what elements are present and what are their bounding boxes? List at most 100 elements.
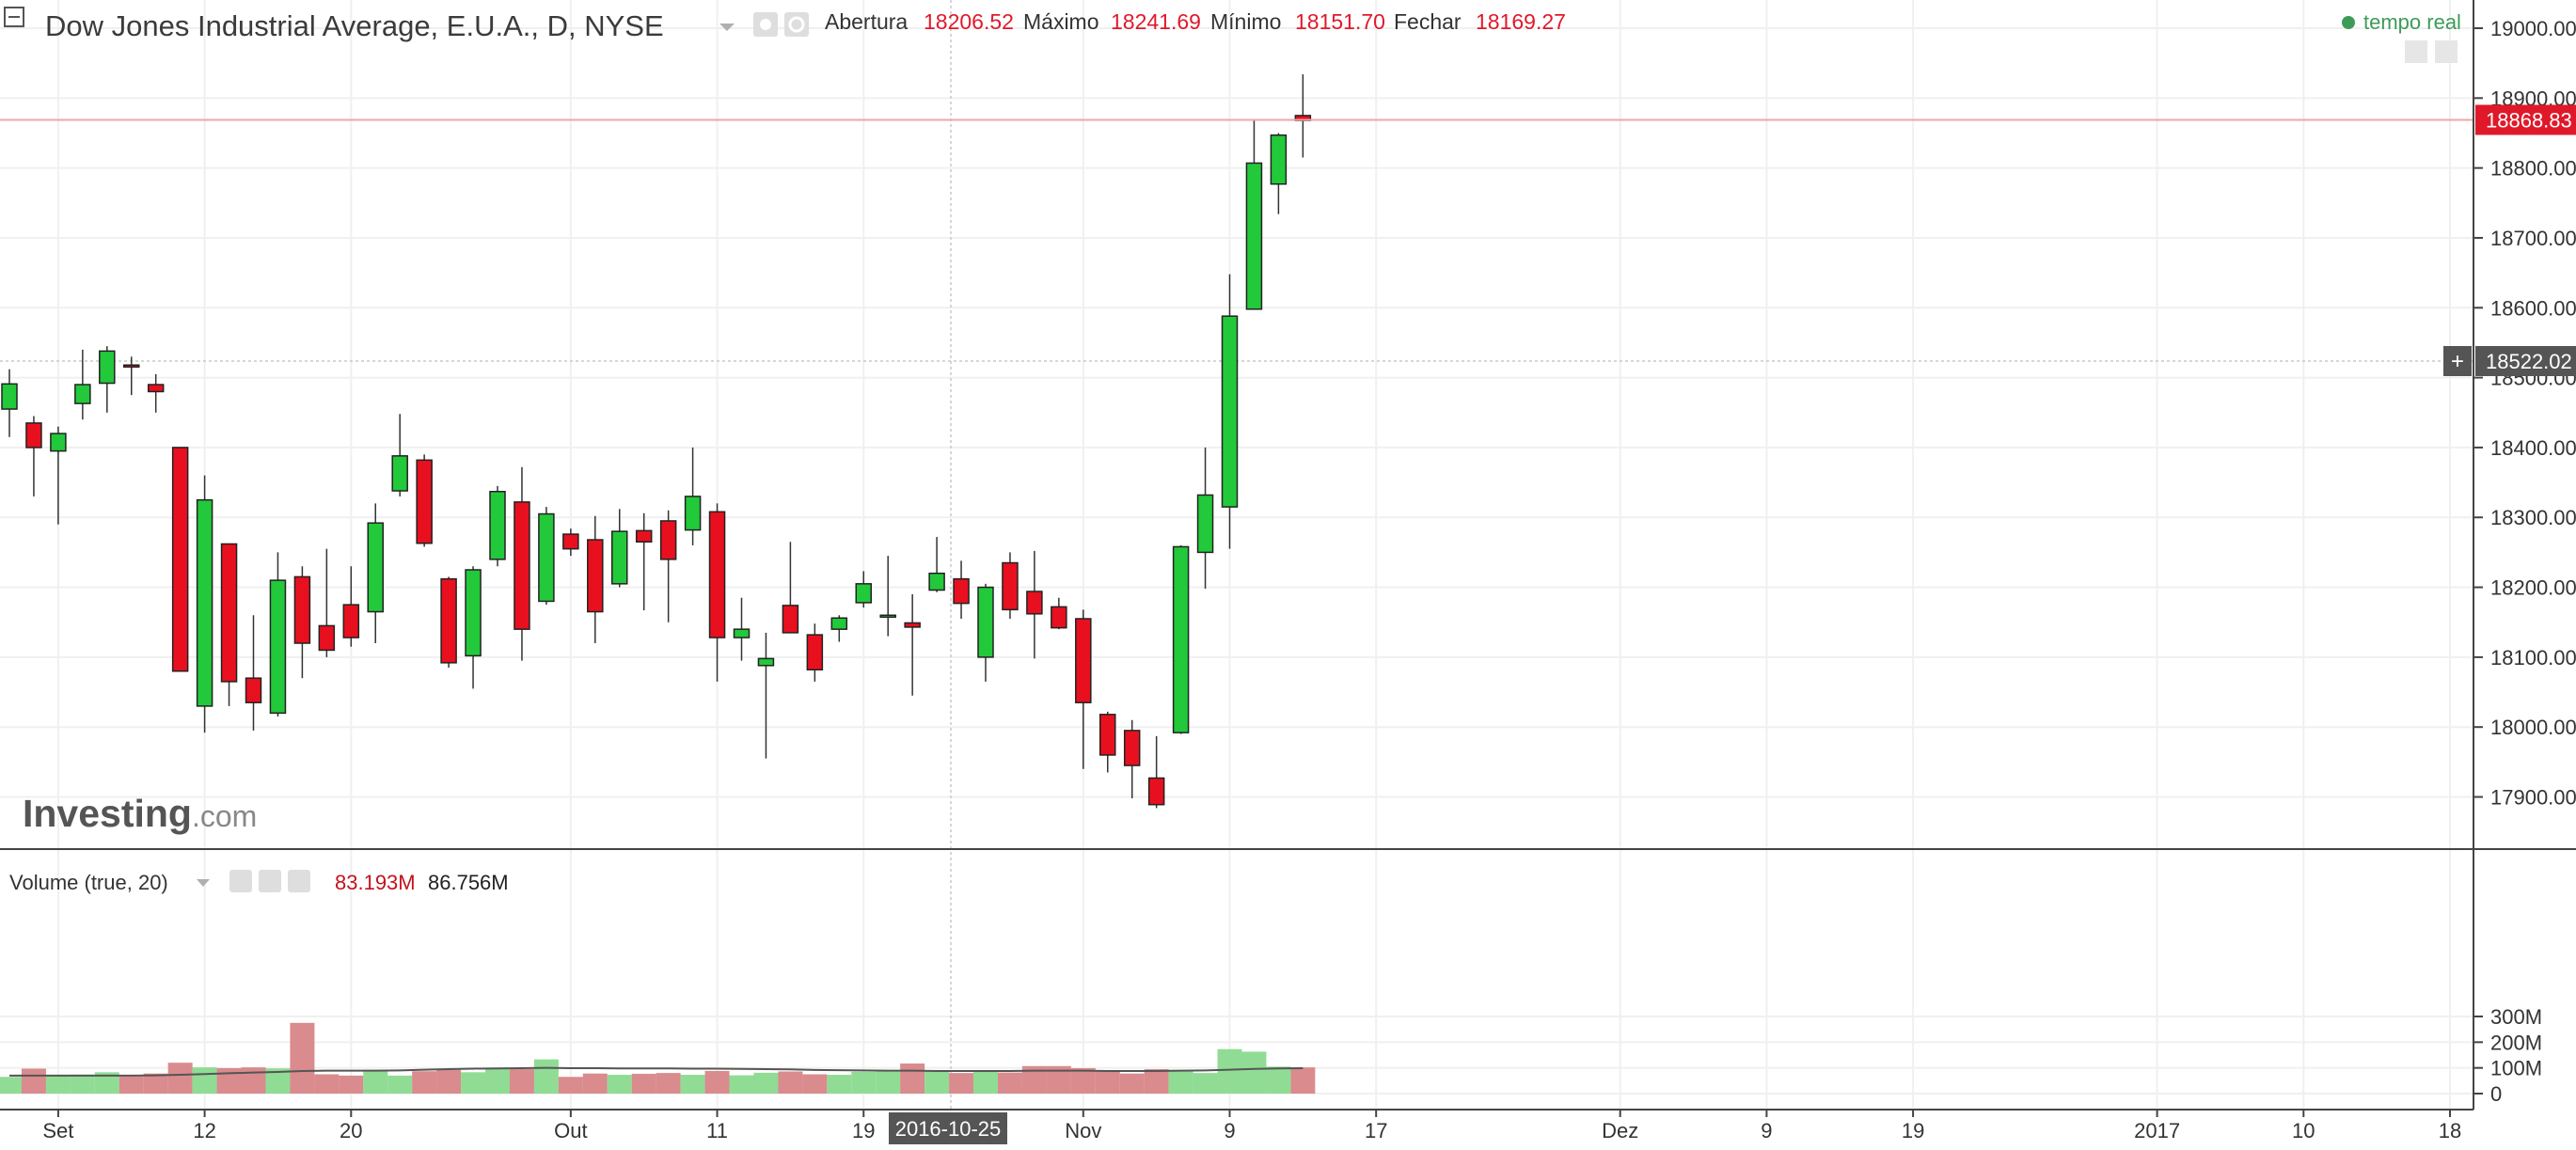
candle-body — [659, 520, 677, 560]
volume-bar — [167, 1063, 193, 1094]
volume-bar — [363, 1069, 388, 1094]
candle-body — [928, 572, 945, 591]
crosshair-price-label: 18522.02 — [2486, 350, 2572, 373]
crosshair-price-marker — [2475, 346, 2576, 376]
volume-bar — [1119, 1073, 1145, 1094]
close-icon[interactable] — [288, 870, 310, 892]
candle-body — [757, 657, 775, 667]
candle-body — [318, 624, 336, 652]
volume-bar — [876, 1070, 901, 1094]
candle — [1099, 711, 1116, 773]
volume-bar — [582, 1073, 608, 1094]
volume-bar — [729, 1075, 754, 1094]
candle-body — [1002, 561, 1019, 611]
volume-bar — [70, 1074, 95, 1094]
candle — [904, 593, 921, 696]
volume-bars — [0, 1022, 1316, 1094]
candle — [1026, 550, 1043, 659]
candle — [25, 416, 42, 496]
candle-body — [25, 422, 42, 449]
chevron-down-icon[interactable] — [197, 879, 210, 887]
candle-body — [74, 384, 91, 404]
volume-bar — [1241, 1051, 1267, 1094]
volume-bar — [314, 1074, 340, 1094]
candle-body — [782, 605, 799, 634]
candle — [708, 503, 726, 682]
collapse-icon[interactable] — [4, 7, 24, 27]
volume-bar — [339, 1075, 364, 1094]
candle-body — [1245, 162, 1263, 310]
gear-icon[interactable] — [784, 12, 809, 37]
candle-body — [123, 364, 140, 368]
volume-bar — [143, 1073, 168, 1094]
close-value: 18169.27 — [1476, 9, 1566, 34]
price-tick-label: 18100.00 — [2490, 646, 2576, 670]
volume-bar — [753, 1072, 779, 1094]
candle — [1294, 74, 1312, 158]
price-tick-label: 18800.00 — [2490, 157, 2576, 181]
price-tick-label: 17900.00 — [2490, 786, 2576, 810]
candle-body — [977, 586, 994, 658]
time-tick-label: 18 — [2439, 1119, 2461, 1142]
candle-body — [1270, 134, 1288, 185]
add-alert-plus: + — [2451, 349, 2464, 374]
candlestick-series — [1, 74, 1312, 809]
candle — [1, 369, 18, 437]
volume-bar — [704, 1070, 730, 1094]
candle — [74, 349, 91, 420]
candle — [123, 356, 140, 396]
price-tick-label: 18000.00 — [2490, 716, 2576, 739]
candle — [806, 623, 824, 682]
volume-moving-average-line — [9, 1066, 1304, 1077]
candle — [293, 566, 311, 679]
candle-body — [904, 622, 921, 628]
chart-title: Dow Jones Industrial Average, E.U.A., D,… — [45, 9, 664, 42]
price-tick-label: 18300.00 — [2490, 506, 2576, 529]
candle — [342, 566, 360, 647]
candle-body — [514, 501, 530, 630]
high-value: 18241.69 — [1111, 9, 1201, 34]
candle-body — [1099, 714, 1116, 756]
candle — [879, 556, 896, 637]
volume-bar — [436, 1069, 462, 1094]
candle — [1051, 597, 1067, 630]
candle — [1123, 719, 1141, 799]
volume-bar — [607, 1075, 632, 1094]
high-label: Máximo — [1023, 9, 1099, 34]
time-tick-label: Dez — [1602, 1119, 1638, 1142]
scroll-up-icon[interactable] — [2435, 40, 2457, 63]
candle-body — [635, 529, 653, 543]
scroll-down-icon[interactable] — [2405, 40, 2427, 63]
candle — [1270, 133, 1288, 214]
candle-body — [1196, 494, 1214, 554]
volume-tick-label: 300M — [2490, 1005, 2542, 1029]
candle-body — [1, 383, 18, 410]
price-tick-label: 18200.00 — [2490, 576, 2576, 600]
volume-bar — [387, 1075, 413, 1094]
volume-bar — [1290, 1067, 1316, 1094]
gear-icon[interactable] — [259, 870, 281, 892]
volume-value-2: 86.756M — [428, 871, 509, 894]
candle — [391, 414, 408, 496]
volume-title: Volume (true, 20) — [9, 871, 168, 894]
eye-icon[interactable] — [229, 870, 252, 892]
last-price-label: 18868.83 — [2486, 108, 2572, 132]
volume-bar — [1266, 1066, 1291, 1094]
open-value: 18206.52 — [924, 9, 1014, 34]
chevron-down-icon[interactable] — [719, 24, 735, 31]
candle — [733, 597, 751, 661]
candle-body — [953, 577, 970, 605]
low-label: Mínimo — [1210, 9, 1281, 34]
candle-body — [806, 634, 824, 671]
time-tick-label: 2017 — [2134, 1119, 2180, 1142]
candle — [953, 560, 970, 620]
candle — [99, 346, 116, 413]
add-alert-icon[interactable] — [2443, 346, 2472, 376]
candle-body — [855, 583, 872, 604]
candle — [587, 515, 604, 644]
time-tick-label: 10 — [2292, 1119, 2315, 1142]
candle — [684, 447, 702, 545]
volume-bar — [1070, 1067, 1096, 1094]
crosshair-date-marker — [889, 1112, 1007, 1144]
